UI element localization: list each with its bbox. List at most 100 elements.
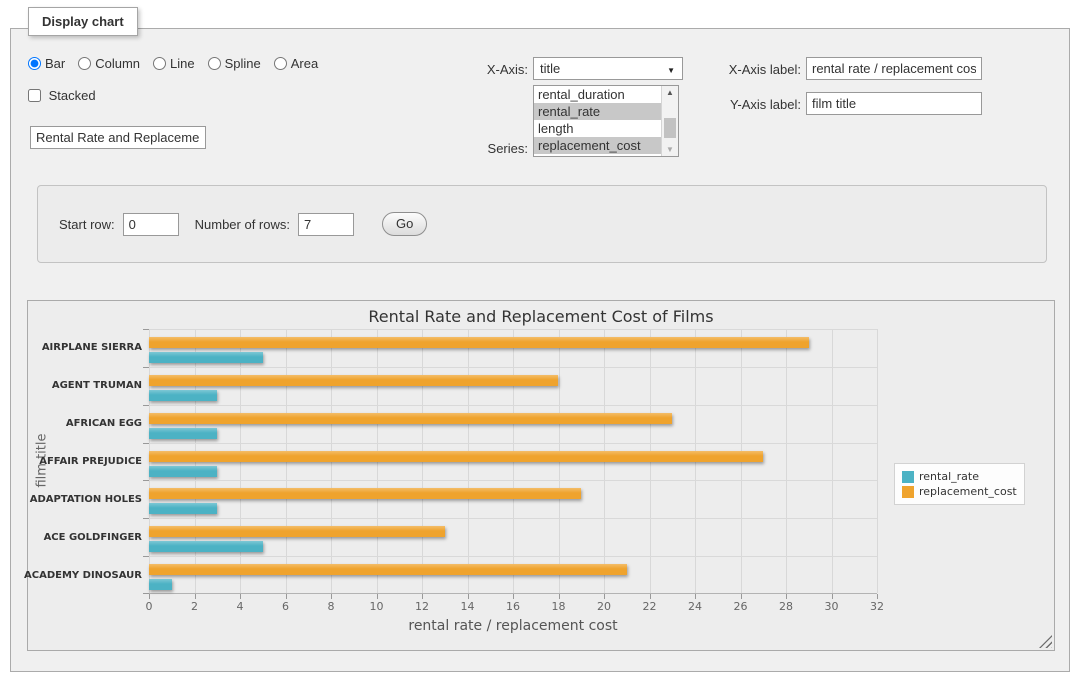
x-tick-label: 22 [642, 600, 657, 613]
x-tick-label: 8 [327, 600, 335, 613]
x-tick-label: 4 [236, 600, 244, 613]
category-row [149, 480, 877, 518]
x-axis-tick-labels: 0 2 4 6 8 10 12 14 16 18 20 22 24 26 28 30 32 [145, 600, 885, 614]
chart-type-option-column: Column [78, 56, 140, 71]
bar-rental_rate [149, 541, 263, 553]
x-axis-title: rental rate / replacement cost [408, 618, 618, 634]
series-option-rental_rate[interactable]: rental_rate [534, 103, 661, 120]
bar-replacement_cost [149, 374, 559, 386]
y-tick [143, 405, 149, 406]
x-tick [331, 594, 332, 599]
x-tick-label: 28 [779, 600, 793, 613]
chart-type-radio-column[interactable] [78, 57, 92, 70]
series-option-length[interactable]: length [538, 121, 574, 136]
gridline [831, 329, 833, 593]
y-tick [143, 556, 149, 557]
chart-type-option-spline: Spline [207, 56, 261, 71]
x-tick [149, 594, 150, 599]
go-button[interactable]: Go [382, 212, 428, 236]
start-row-label: Start row: [59, 216, 115, 232]
x-tick [831, 594, 833, 599]
chart-container: Rental Rate and Replacement Cost of Film… [24, 300, 1055, 651]
x-tick-label: 18 [551, 600, 566, 613]
x-tick-label: 6 [282, 600, 289, 613]
x-tick-label: 0 [145, 600, 153, 613]
start-row-input[interactable] [122, 212, 179, 236]
category-row [149, 556, 877, 594]
resize-handle-icon[interactable] [1039, 635, 1052, 648]
x-tick-label: 26 [733, 600, 748, 613]
chart-type-option-bar: Bar [28, 56, 65, 71]
x-axis-select-label: X-Axis: [486, 62, 528, 77]
scroll-down-icon[interactable]: ▼ [666, 145, 674, 154]
chart-type-radio-line[interactable] [153, 57, 167, 70]
x-axis-select[interactable]: title ▼ [533, 57, 683, 80]
series-option-replacement_cost[interactable]: replacement_cost [534, 137, 661, 154]
x-tick [194, 594, 196, 599]
chart-title-input[interactable] [30, 126, 206, 149]
y-axis-label-wrap [806, 92, 982, 115]
num-rows-input[interactable] [298, 212, 354, 236]
category-label: AFFAIR PREJUDICE [39, 456, 142, 467]
bar-rental_rate [149, 427, 218, 439]
x-tick [604, 594, 605, 599]
chart-type-radio-bar[interactable] [28, 57, 41, 70]
chart-type-radio-label: Area [290, 56, 319, 71]
y-tick [143, 367, 149, 368]
category-row [149, 442, 877, 481]
x-tick [467, 594, 469, 599]
x-tick [558, 594, 560, 599]
y-tick [143, 480, 149, 481]
x-axis-label-label: X-Axis label: [728, 62, 801, 77]
scrollbar-thumb[interactable] [664, 118, 676, 138]
chart-type-radio-area[interactable] [273, 57, 287, 70]
x-tick [422, 594, 423, 599]
x-axis-label-input[interactable] [806, 57, 982, 80]
bar-rental_rate [149, 352, 263, 363]
bar-rental_rate [149, 503, 218, 515]
x-tick [513, 594, 514, 599]
x-tick-label: 2 [191, 600, 198, 613]
chart-type-radio-spline[interactable] [207, 57, 221, 70]
bar-replacement_cost [149, 412, 673, 424]
x-tick [285, 594, 287, 599]
legend-item-rental_rate[interactable]: rental_rate [902, 470, 1017, 483]
category-label: AFRICAN EGG [65, 418, 142, 430]
y-tick [143, 593, 149, 594]
x-tick [649, 594, 651, 599]
bar-replacement_cost [149, 450, 764, 462]
chart-type-radio-label: Line [170, 56, 195, 71]
stacked-checkbox[interactable] [28, 89, 41, 102]
category-row [149, 329, 877, 367]
x-tick-label: 12 [415, 600, 429, 613]
legend-label: replacement_cost [919, 485, 1017, 498]
x-axis-label-wrap [806, 57, 982, 80]
x-tick-label: 10 [369, 600, 384, 613]
legend-swatch-icon [902, 485, 914, 498]
series-scrollbar[interactable]: ▲ ▼ [661, 86, 678, 156]
category-label: ACADEMY DINOSAUR [24, 569, 142, 581]
bar-replacement_cost [149, 488, 582, 500]
gridline [786, 329, 787, 593]
x-tick-label: 16 [506, 600, 520, 613]
x-axis-select-value: title [540, 61, 561, 76]
y-axis-label-input[interactable] [806, 92, 982, 115]
bar-rental_rate [149, 579, 172, 591]
x-tick [786, 594, 787, 599]
bar-rental_rate [149, 389, 218, 401]
x-tick [376, 594, 378, 599]
bar-rental_rate [149, 465, 218, 477]
y-tick [143, 329, 149, 330]
category-row [149, 518, 877, 556]
num-rows-label: Number of rows: [194, 216, 290, 232]
series-multiselect[interactable]: rental_duration rental_rate length replacem… [533, 85, 679, 157]
x-tick-label: 32 [870, 600, 884, 613]
chart-type-option-area: Area [273, 56, 319, 71]
chart-type-radio-label: Column [95, 56, 141, 71]
gridline [877, 329, 878, 593]
series-option-rental_duration[interactable]: rental_duration [538, 87, 625, 102]
legend-item-replacement_cost[interactable]: replacement_cost [902, 485, 1017, 498]
category-label: AIRPLANE SIERRA [41, 342, 142, 354]
scroll-up-icon[interactable]: ▲ [666, 88, 674, 97]
